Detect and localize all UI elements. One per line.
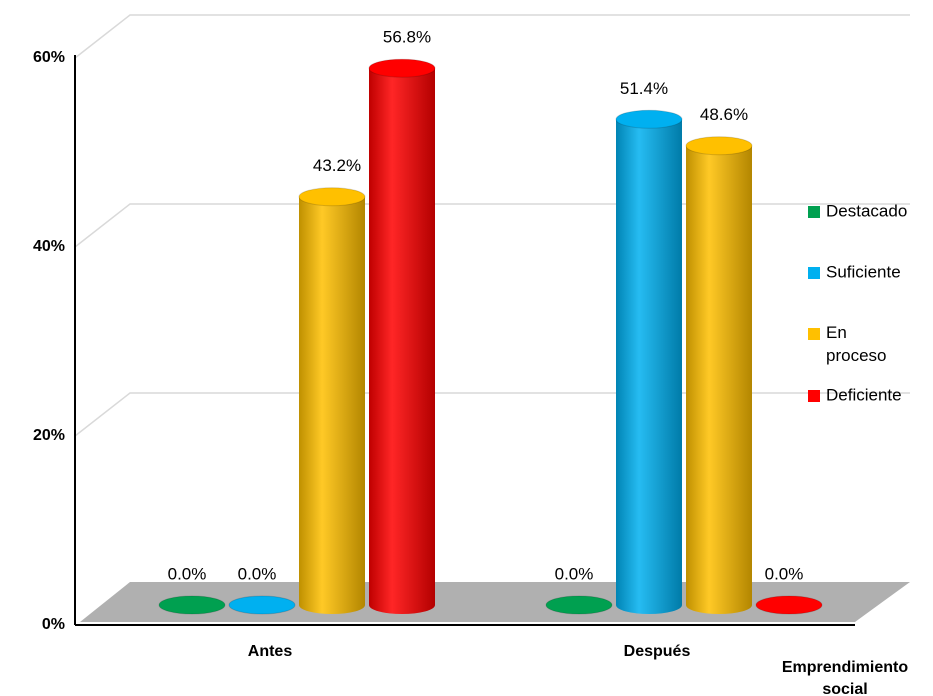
bar [685,136,753,614]
bar-bottom [616,596,682,614]
bar [545,595,613,615]
bar-top [158,595,226,615]
bar-top [615,109,683,129]
bar [615,109,683,614]
bar [158,595,226,615]
value-label: 43.2% [313,156,361,175]
bar-top [545,595,613,615]
y-tick-label: 60% [33,49,65,66]
legend-swatch [808,206,820,218]
grid-line [74,14,910,59]
legend-swatch [808,390,820,402]
bar-body [369,68,435,606]
bar-body [299,196,365,605]
bar-body [616,119,682,606]
legend-swatch [808,328,820,340]
bar-top [755,595,823,615]
value-label: 0.0% [238,564,277,583]
bar [228,595,296,615]
legend-label: En proceso [826,323,886,365]
legend-label: Destacado [826,201,907,220]
bar-bottom [299,596,365,614]
bar [298,187,366,614]
value-label: 0.0% [555,564,594,583]
legend-label: Deficiente [826,385,902,404]
y-tick-label: 20% [33,427,65,444]
value-label: 51.4% [620,79,668,98]
bar-top [228,595,296,615]
bar-bottom [369,596,435,614]
x-tick-label: Antes [248,643,293,660]
y-tick-label: 0% [42,616,65,633]
bar [368,58,436,614]
value-label: 48.6% [700,105,748,124]
x-tick-label: Después [624,643,691,660]
y-tick-label: 40% [33,238,65,255]
bar-bottom [686,596,752,614]
legend-swatch [808,267,820,279]
grid-line [74,392,910,437]
value-label: 56.8% [383,28,431,47]
value-label: 0.0% [765,564,804,583]
bar-body [686,145,752,606]
grid-line [74,203,910,248]
bar-top [368,58,436,78]
x-axis-title: Emprendimiento social [782,659,908,696]
legend-label: Suficiente [826,262,901,281]
value-label: 0.0% [168,564,207,583]
bar-top [685,136,753,156]
bar-top [298,187,366,207]
bar [755,595,823,615]
